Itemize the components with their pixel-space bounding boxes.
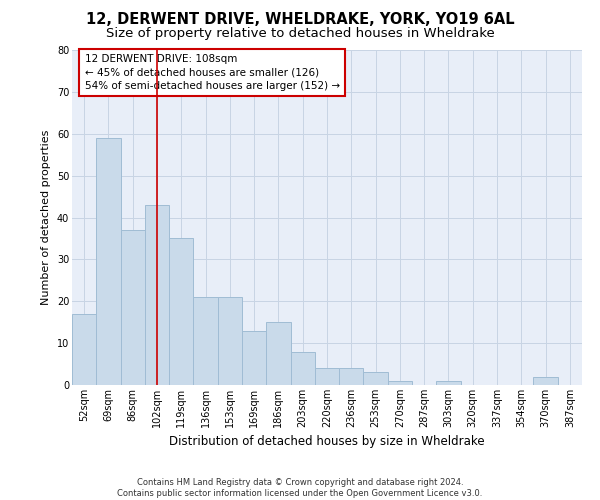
Bar — [121, 230, 145, 385]
Bar — [339, 368, 364, 385]
Bar — [193, 297, 218, 385]
Bar — [533, 376, 558, 385]
Bar — [72, 314, 96, 385]
Bar — [96, 138, 121, 385]
Bar — [364, 372, 388, 385]
Bar — [388, 381, 412, 385]
Text: 12, DERWENT DRIVE, WHELDRAKE, YORK, YO19 6AL: 12, DERWENT DRIVE, WHELDRAKE, YORK, YO19… — [86, 12, 514, 28]
Text: Contains HM Land Registry data © Crown copyright and database right 2024.
Contai: Contains HM Land Registry data © Crown c… — [118, 478, 482, 498]
Bar — [145, 205, 169, 385]
Y-axis label: Number of detached properties: Number of detached properties — [41, 130, 51, 305]
Bar — [242, 330, 266, 385]
Bar — [436, 381, 461, 385]
Bar — [290, 352, 315, 385]
X-axis label: Distribution of detached houses by size in Wheldrake: Distribution of detached houses by size … — [169, 436, 485, 448]
Bar — [218, 297, 242, 385]
Text: 12 DERWENT DRIVE: 108sqm
← 45% of detached houses are smaller (126)
54% of semi-: 12 DERWENT DRIVE: 108sqm ← 45% of detach… — [85, 54, 340, 90]
Text: Size of property relative to detached houses in Wheldrake: Size of property relative to detached ho… — [106, 28, 494, 40]
Bar — [169, 238, 193, 385]
Bar — [315, 368, 339, 385]
Bar — [266, 322, 290, 385]
